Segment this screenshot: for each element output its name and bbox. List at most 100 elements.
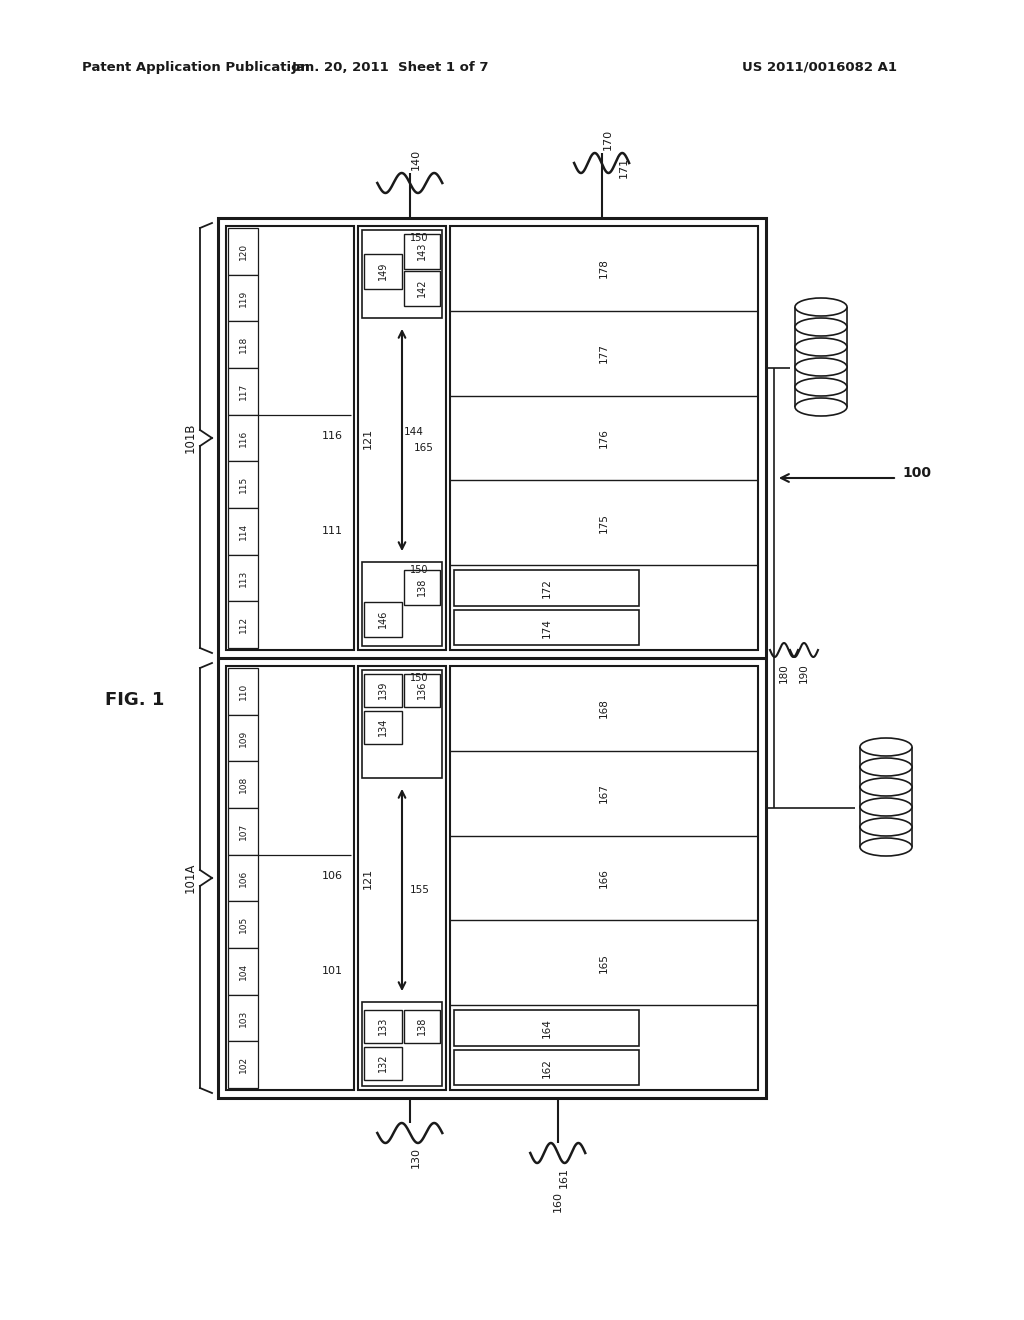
Bar — [228, 902, 258, 948]
Text: 109: 109 — [239, 730, 248, 747]
Text: 103: 103 — [239, 1010, 248, 1027]
Text: 120: 120 — [239, 243, 248, 260]
Bar — [228, 368, 258, 414]
Text: 116: 116 — [239, 429, 248, 446]
Bar — [228, 275, 258, 321]
Ellipse shape — [860, 738, 912, 756]
Bar — [450, 667, 758, 1090]
Text: 139: 139 — [378, 681, 388, 700]
Text: 180: 180 — [779, 663, 790, 682]
Text: 178: 178 — [599, 259, 609, 279]
Text: 174: 174 — [542, 618, 551, 638]
Text: 119: 119 — [239, 289, 248, 306]
Text: 101: 101 — [322, 966, 342, 977]
Text: 121: 121 — [362, 867, 373, 888]
Text: 162: 162 — [542, 1057, 551, 1077]
Bar — [404, 570, 440, 605]
Bar — [228, 414, 258, 461]
Text: 110: 110 — [239, 682, 248, 700]
Ellipse shape — [795, 338, 847, 356]
Text: 105: 105 — [239, 916, 248, 933]
Text: 106: 106 — [239, 870, 248, 887]
Ellipse shape — [795, 298, 847, 315]
Text: 113: 113 — [239, 569, 248, 586]
Text: 190: 190 — [799, 663, 809, 682]
Text: 150: 150 — [411, 565, 429, 576]
Text: 101B: 101B — [183, 422, 197, 453]
Bar — [362, 230, 442, 318]
Text: 160: 160 — [553, 1191, 563, 1212]
Ellipse shape — [860, 758, 912, 776]
Text: 144: 144 — [404, 426, 424, 437]
Bar — [404, 1010, 440, 1043]
Bar — [228, 508, 258, 554]
Text: 106: 106 — [322, 871, 342, 880]
Text: 132: 132 — [378, 1053, 388, 1072]
Text: 140: 140 — [411, 148, 421, 169]
Text: 171: 171 — [618, 157, 629, 178]
Bar — [228, 668, 258, 714]
Text: Patent Application Publication: Patent Application Publication — [82, 61, 309, 74]
Text: 143: 143 — [417, 242, 427, 260]
Text: 168: 168 — [599, 698, 609, 718]
Text: FIG. 1: FIG. 1 — [105, 690, 165, 709]
Bar — [228, 602, 258, 648]
Bar — [404, 234, 440, 269]
Bar — [228, 461, 258, 508]
Bar — [358, 667, 446, 1090]
Text: 116: 116 — [322, 432, 342, 441]
Text: 118: 118 — [239, 337, 248, 354]
Text: 101A: 101A — [183, 863, 197, 894]
Text: 138: 138 — [417, 578, 427, 597]
Bar — [454, 1049, 639, 1085]
Bar — [364, 253, 402, 289]
Bar — [226, 667, 354, 1090]
Text: 115: 115 — [239, 477, 248, 494]
Bar — [450, 226, 758, 649]
Bar — [364, 711, 402, 744]
Bar — [364, 602, 402, 638]
Bar — [362, 562, 442, 645]
Ellipse shape — [860, 838, 912, 855]
Text: 107: 107 — [239, 822, 248, 840]
Text: 155: 155 — [410, 884, 430, 895]
Text: 133: 133 — [378, 1016, 388, 1035]
Text: 117: 117 — [239, 383, 248, 400]
Text: 167: 167 — [599, 783, 609, 803]
Text: 146: 146 — [378, 610, 388, 628]
Text: US 2011/0016082 A1: US 2011/0016082 A1 — [742, 61, 897, 74]
Bar — [364, 1047, 402, 1080]
Bar — [228, 995, 258, 1041]
Text: 112: 112 — [239, 616, 248, 634]
Bar — [228, 808, 258, 854]
Text: 165: 165 — [599, 953, 609, 973]
Ellipse shape — [795, 318, 847, 337]
Text: 176: 176 — [599, 428, 609, 447]
Ellipse shape — [795, 399, 847, 416]
Text: 100: 100 — [902, 466, 932, 480]
Text: 149: 149 — [378, 261, 388, 280]
Bar — [454, 570, 639, 606]
Bar — [228, 854, 258, 902]
Bar — [218, 218, 766, 1098]
Ellipse shape — [795, 358, 847, 376]
Text: 175: 175 — [599, 513, 609, 533]
Bar — [454, 1010, 639, 1045]
Text: 121: 121 — [362, 428, 373, 449]
Text: 134: 134 — [378, 718, 388, 737]
Ellipse shape — [860, 818, 912, 836]
Text: 150: 150 — [411, 673, 429, 682]
Text: 161: 161 — [559, 1167, 568, 1188]
Text: 108: 108 — [239, 776, 248, 793]
Bar — [364, 1010, 402, 1043]
Bar — [228, 762, 258, 808]
Bar — [228, 554, 258, 602]
Bar — [358, 226, 446, 649]
Bar — [228, 1041, 258, 1088]
Text: 164: 164 — [542, 1018, 551, 1038]
Text: 130: 130 — [411, 1147, 421, 1167]
Text: 172: 172 — [542, 578, 551, 598]
Bar — [226, 226, 354, 649]
Bar — [362, 671, 442, 777]
Text: 177: 177 — [599, 343, 609, 363]
